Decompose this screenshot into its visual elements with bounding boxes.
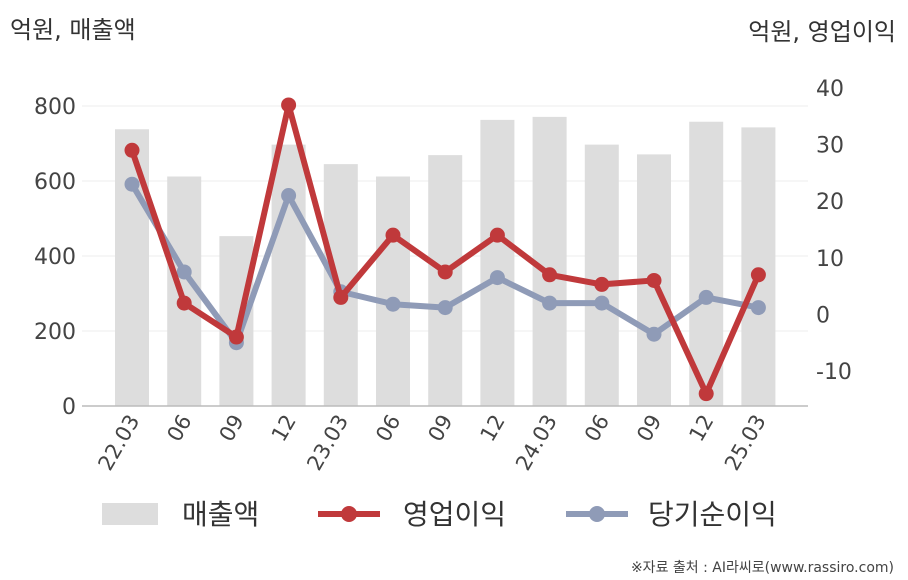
- data-point: [176, 295, 192, 311]
- x-tick-label: 23.03: [302, 411, 353, 475]
- data-point: [385, 296, 401, 312]
- data-point: [124, 142, 140, 158]
- bar: [584, 144, 619, 406]
- x-tick-label: 09: [423, 411, 457, 446]
- data-point: [437, 264, 453, 280]
- x-tick-label: 09: [632, 411, 666, 446]
- data-point: [542, 295, 558, 311]
- data-point: [750, 267, 766, 283]
- data-point: [385, 227, 401, 243]
- data-point: [594, 295, 610, 311]
- x-tick-label: 06: [580, 411, 614, 446]
- legend-label: 당기순이익: [648, 498, 777, 531]
- y-right-tick-label: -10: [816, 360, 852, 385]
- y-left-tick-label: 800: [34, 95, 76, 120]
- data-point: [750, 300, 766, 316]
- bar: [219, 236, 254, 406]
- source-note: ※자료 출처 : AI라씨로(www.rassiro.com): [631, 560, 894, 576]
- bar: [428, 155, 463, 406]
- bar: [271, 144, 306, 406]
- data-point: [437, 300, 453, 316]
- legend-label: 매출액: [182, 498, 259, 531]
- legend-swatch-marker: [589, 506, 605, 522]
- bar-series: [115, 116, 776, 406]
- x-tick-label: 12: [684, 411, 718, 446]
- data-point: [281, 97, 297, 113]
- bar: [741, 127, 776, 406]
- y-right-tick-label: 10: [816, 247, 844, 272]
- x-tick-label: 12: [476, 411, 510, 446]
- data-point: [698, 289, 714, 305]
- data-point: [698, 386, 714, 402]
- x-axis-ticks: 22.03 06 09 12 23.03 06 09 12 24.03 06 09 12 25.03: [93, 411, 770, 475]
- y-left-tick-label: 0: [62, 395, 76, 420]
- y-right-tick-label: 0: [816, 303, 830, 328]
- x-tick-label: 12: [267, 411, 301, 446]
- x-tick-label: 22.03: [93, 411, 144, 475]
- left-axis-unit: 억원, 매출액: [10, 16, 136, 44]
- y-left-tick-label: 200: [34, 320, 76, 345]
- data-point: [489, 227, 505, 243]
- y-right-tick-label: 40: [816, 77, 844, 102]
- data-point: [646, 272, 662, 288]
- x-tick-label: 24.03: [511, 411, 562, 475]
- y-left-tick-label: 600: [34, 170, 76, 195]
- data-point: [281, 188, 297, 204]
- right-axis-ticks: -10 0 10 20 30 40: [816, 77, 852, 385]
- data-point: [228, 329, 244, 345]
- bar: [689, 121, 724, 406]
- data-point: [489, 270, 505, 286]
- legend: 매출액 영업이익 당기순이익: [102, 498, 777, 531]
- right-axis-unit: 억원, 영업이익: [748, 18, 896, 46]
- bar: [532, 116, 567, 406]
- y-right-tick-label: 20: [816, 190, 844, 215]
- x-tick-label: 06: [371, 411, 405, 446]
- legend-swatch: [102, 503, 158, 525]
- data-point: [646, 326, 662, 342]
- left-axis-ticks: 0 200 400 600 800: [34, 95, 76, 420]
- data-point: [542, 267, 558, 283]
- line-series: [124, 97, 766, 402]
- data-point: [176, 264, 192, 280]
- legend-label: 영업이익: [403, 498, 506, 531]
- bar: [376, 176, 410, 406]
- x-tick-label: 06: [162, 411, 196, 446]
- x-tick-label: 25.03: [720, 411, 771, 475]
- data-point: [124, 176, 140, 192]
- data-point: [594, 276, 610, 292]
- legend-swatch-marker: [341, 506, 357, 522]
- y-right-tick-label: 30: [816, 134, 844, 159]
- x-tick-label: 09: [215, 411, 249, 446]
- y-left-tick-label: 400: [34, 245, 76, 270]
- data-point: [333, 289, 349, 305]
- bar: [115, 129, 149, 406]
- bar: [480, 119, 515, 406]
